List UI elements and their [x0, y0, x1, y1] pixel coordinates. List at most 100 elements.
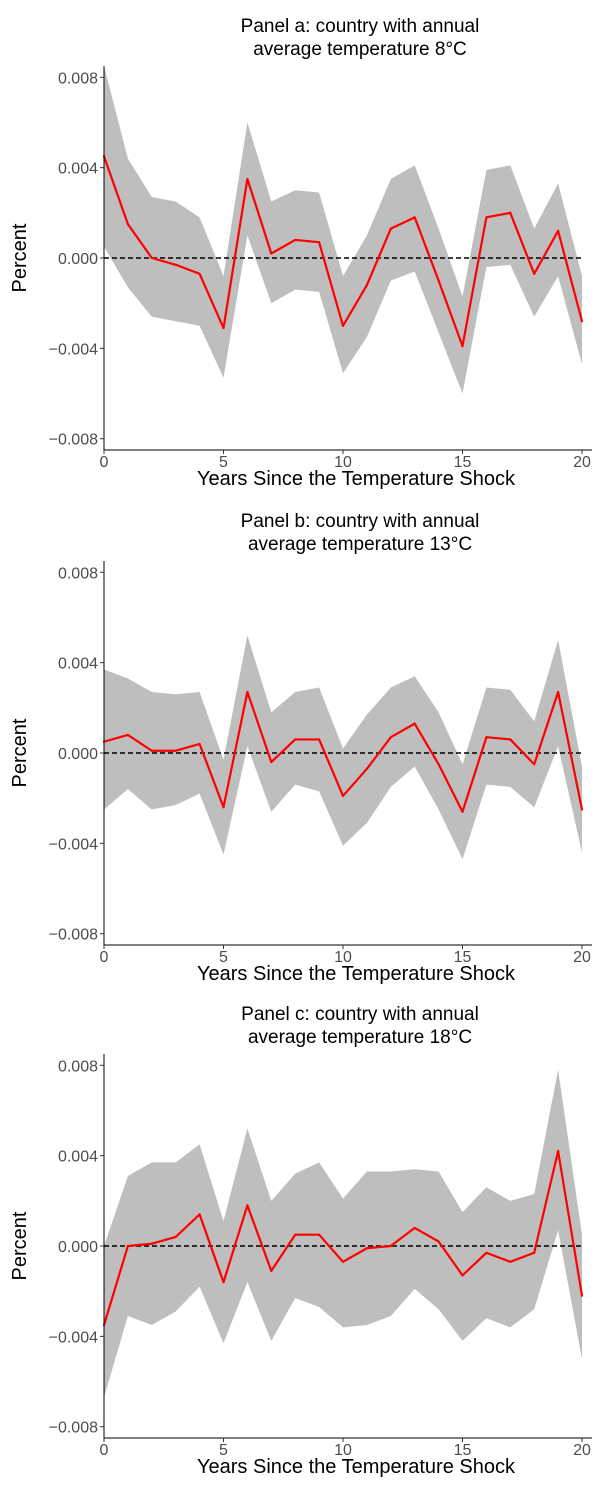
estimate-point — [318, 738, 321, 741]
estimate-point — [126, 733, 129, 737]
estimate-point — [557, 1150, 560, 1153]
y-tick-label: 0.000 — [58, 746, 98, 763]
x-tick-label: 20 — [573, 949, 591, 966]
x-tick-label: 0 — [100, 1442, 109, 1459]
estimate-point — [533, 763, 536, 766]
estimate-point — [533, 272, 536, 275]
estimate-point — [126, 1244, 129, 1248]
estimate-point — [150, 1242, 153, 1245]
estimate-point — [246, 177, 249, 181]
y-tick-label: 0.000 — [58, 1239, 98, 1256]
y-tick-label: −0.004 — [49, 1329, 98, 1346]
confidence-band — [104, 635, 582, 860]
estimate-point — [461, 1274, 464, 1277]
estimate-point — [222, 326, 225, 330]
chart-title-line: average temperature 8°C — [253, 39, 467, 60]
x-tick-label: 15 — [454, 949, 472, 966]
y-tick-label: −0.008 — [49, 432, 98, 449]
x-tick-label: 0 — [100, 949, 109, 966]
estimate-point — [294, 738, 297, 741]
estimate-point — [246, 1204, 249, 1207]
estimate-point — [198, 272, 201, 275]
confidence-band — [104, 1069, 582, 1398]
chart-title-line: Panel c: country with annual — [241, 1004, 479, 1025]
estimate-point — [509, 211, 512, 214]
estimate-point — [174, 1235, 177, 1239]
y-axis-label: Percent — [9, 718, 31, 787]
chart-title-line: Panel a: country with annual — [241, 16, 480, 37]
x-axis-label: Years Since the Temperature Shock — [197, 1456, 516, 1478]
estimate-point — [341, 324, 345, 327]
y-tick-label: 0.004 — [58, 656, 98, 673]
estimate-point — [557, 690, 560, 694]
y-tick-label: −0.008 — [49, 1420, 98, 1437]
estimate-point — [198, 742, 201, 746]
y-tick-label: 0.000 — [58, 251, 98, 268]
estimate-point — [126, 223, 129, 226]
y-axis-label: Percent — [9, 1211, 31, 1280]
estimate-point — [365, 1247, 368, 1250]
estimate-point — [533, 1251, 536, 1254]
x-axis-label: Years Since the Temperature Shock — [197, 468, 516, 490]
estimate-point — [246, 690, 249, 694]
estimate-point — [270, 1269, 273, 1272]
estimate-point — [174, 749, 177, 752]
estimate-point — [150, 749, 153, 752]
estimate-point — [318, 1233, 321, 1236]
estimate-point — [365, 767, 368, 770]
estimate-point — [365, 284, 368, 287]
estimate-point — [222, 806, 225, 809]
y-axis-label: Percent — [9, 223, 31, 292]
estimate-point — [580, 808, 584, 811]
x-tick-label: 20 — [573, 1442, 591, 1459]
estimate-point — [150, 256, 153, 260]
chart-title-line: average temperature 13°C — [248, 534, 472, 555]
estimate-point — [580, 320, 584, 323]
estimate-point — [557, 229, 560, 232]
estimate-point — [174, 263, 177, 266]
estimate-point — [318, 241, 321, 244]
estimate-point — [437, 763, 440, 766]
estimate-point — [341, 1260, 345, 1263]
confidence-band — [104, 66, 582, 394]
x-tick-label: 20 — [573, 454, 591, 471]
x-tick-label: 10 — [334, 454, 352, 471]
estimate-point — [341, 794, 345, 798]
chart-title-line: average temperature 18°C — [248, 1027, 472, 1048]
estimate-point — [461, 344, 464, 348]
estimate-point — [294, 1233, 297, 1236]
estimate-point — [413, 722, 416, 725]
estimate-point — [437, 1240, 440, 1243]
estimate-point — [580, 1294, 584, 1297]
x-tick-label: 0 — [100, 454, 109, 471]
x-tick-label: 5 — [219, 1442, 228, 1459]
x-tick-label: 5 — [219, 454, 228, 471]
estimate-point — [509, 738, 512, 741]
y-tick-label: 0.008 — [58, 70, 98, 87]
chart-title-line: Panel b: country with annual — [241, 511, 480, 532]
x-tick-label: 5 — [219, 949, 228, 966]
estimate-point — [485, 1251, 488, 1254]
y-tick-label: −0.004 — [49, 836, 98, 853]
estimate-point — [389, 1244, 392, 1248]
estimate-point — [389, 736, 392, 739]
y-tick-label: 0.004 — [58, 161, 98, 178]
estimate-point — [461, 810, 464, 813]
y-tick-label: 0.008 — [58, 1058, 98, 1075]
x-axis-label: Years Since the Temperature Shock — [197, 963, 516, 985]
estimate-point — [413, 1226, 416, 1230]
y-tick-label: −0.008 — [49, 927, 98, 944]
y-tick-label: −0.004 — [49, 341, 98, 358]
estimate-point — [413, 216, 416, 219]
estimate-point — [485, 216, 488, 219]
x-tick-label: 10 — [334, 949, 352, 966]
x-tick-label: 15 — [454, 1442, 472, 1459]
x-tick-label: 10 — [334, 1442, 352, 1459]
estimate-point — [270, 252, 273, 255]
y-tick-label: 0.004 — [58, 1149, 98, 1166]
estimate-point — [294, 238, 297, 242]
